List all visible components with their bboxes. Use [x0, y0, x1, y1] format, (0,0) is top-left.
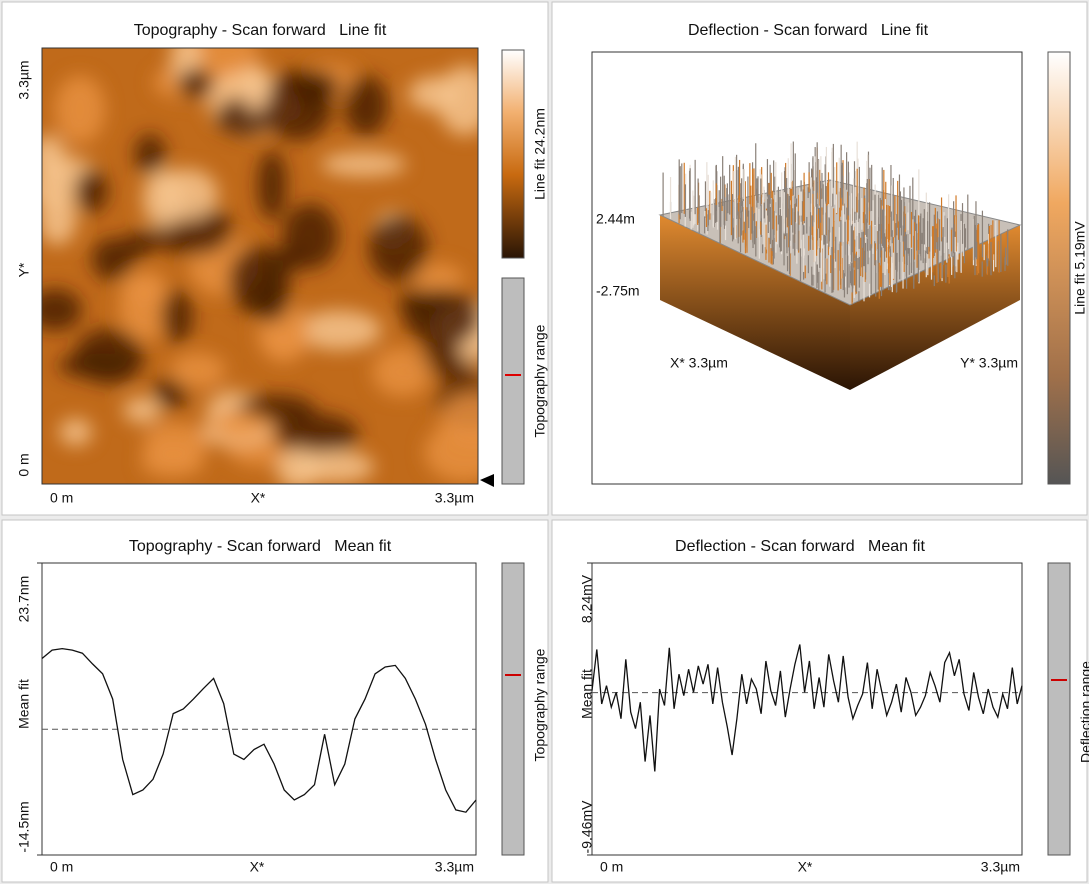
- image-texture: [42, 48, 478, 484]
- grain: [91, 237, 135, 282]
- grain: [242, 64, 271, 113]
- grain: [42, 288, 83, 331]
- grain: [186, 48, 260, 75]
- grain: [134, 133, 166, 175]
- axis-label: 0 m: [600, 859, 623, 875]
- image-frame: [41, 47, 479, 485]
- profile-line: [591, 644, 1023, 772]
- grain: [169, 352, 226, 389]
- grain: [42, 135, 66, 175]
- grain: [295, 72, 329, 111]
- grain: [210, 410, 266, 439]
- grain: [54, 75, 106, 144]
- marker: [480, 474, 494, 487]
- axis-label: X* 3.3µm: [670, 355, 728, 371]
- plot-frame: [41, 562, 477, 856]
- grain: [282, 203, 339, 269]
- panel-title: Deflection - Scan forward Mean fit: [675, 538, 925, 555]
- grain: [140, 446, 205, 478]
- grain: [74, 169, 109, 213]
- grain: [296, 310, 382, 350]
- grain: [228, 245, 289, 315]
- grain: [123, 397, 162, 424]
- colorbar: [1047, 51, 1071, 485]
- surface-side: [660, 215, 850, 390]
- y-tick-label: 8.24mV: [579, 574, 595, 623]
- panel-title: Deflection - Scan forward Line fit: [688, 22, 929, 39]
- grain: [294, 450, 375, 483]
- grain: [372, 347, 432, 397]
- axis-label: -2.75m: [596, 283, 640, 299]
- grain: [410, 263, 464, 294]
- axis-label: 3.3µm: [16, 60, 32, 99]
- grain: [177, 68, 215, 100]
- axis-label: Y* 3.3µm: [960, 355, 1018, 371]
- profiles: 23.7nm -14.5nm Mean fit 0 m X* 3.3µm Topograph…: [16, 562, 1089, 875]
- grain: [273, 413, 359, 456]
- axis-label: Mean fit: [579, 669, 595, 719]
- plot-frame: [591, 562, 1023, 856]
- panel-title: Topography - Scan forward Line fit: [134, 22, 387, 39]
- grain: [42, 189, 77, 246]
- grain: [57, 352, 138, 379]
- grain: [161, 289, 193, 344]
- y-tick-label: -9.46mV: [579, 800, 595, 854]
- y-tick-label: 23.7nm: [16, 576, 32, 623]
- colorbar-label: Line fit 5.19mV: [1072, 221, 1088, 315]
- range-label: Deflection range: [1078, 661, 1089, 763]
- grain: [152, 376, 190, 409]
- axis-label: X*: [251, 490, 266, 506]
- grain: [320, 152, 407, 177]
- range-label: Topography range: [532, 324, 548, 437]
- range-bar: [501, 562, 525, 856]
- colorbar-label: Line fit 24.2nm: [532, 108, 548, 200]
- axis-label: X*: [798, 859, 813, 875]
- axis-label: X*: [250, 859, 265, 875]
- axis-label: 0 m: [50, 490, 73, 506]
- grain: [408, 76, 461, 112]
- grain: [343, 75, 389, 136]
- grain: [368, 215, 428, 282]
- grain: [257, 150, 287, 221]
- panel-title: Topography - Scan forward Mean fit: [129, 538, 392, 555]
- grain: [405, 289, 478, 347]
- y-tick-label: -14.5nm: [16, 801, 32, 852]
- grain: [156, 168, 219, 220]
- axis-label: 2.44m: [596, 211, 635, 227]
- axis-label: 0 m: [50, 859, 73, 875]
- grain: [118, 280, 171, 342]
- axis-label: 0 m: [16, 453, 32, 476]
- range-label: Topography range: [532, 648, 548, 761]
- axis-label: 3.3µm: [981, 859, 1020, 875]
- grain: [59, 418, 93, 446]
- profile-line: [41, 647, 477, 813]
- surface-texture: [662, 141, 1009, 304]
- axis-label: 3.3µm: [435, 490, 474, 506]
- range-bar: [501, 277, 525, 485]
- colorbar: [501, 49, 525, 259]
- axis-label: 3.3µm: [435, 859, 474, 875]
- axis-label: Mean fit: [16, 679, 32, 729]
- range-bar: [1047, 562, 1071, 856]
- grain: [439, 392, 478, 444]
- axis-label: Y*: [16, 262, 32, 277]
